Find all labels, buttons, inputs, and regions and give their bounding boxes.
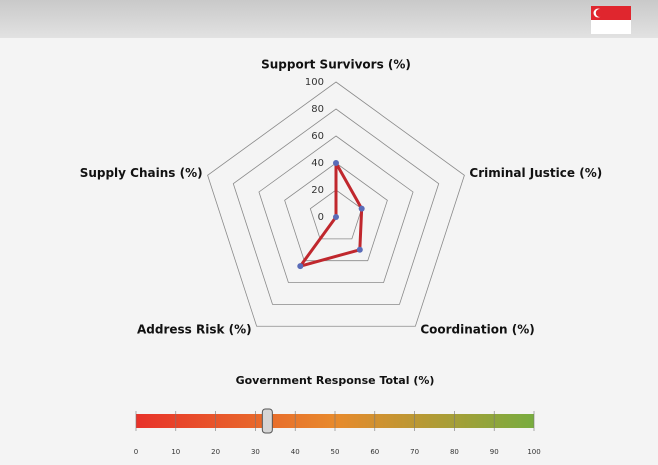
data-point [333,214,339,220]
data-point [333,160,339,166]
data-line [298,161,364,268]
gauge-marker [261,408,273,434]
gauge-tick-label: 100 [527,448,540,456]
data-point [356,246,363,253]
gauge-tick-label: 20 [211,448,220,456]
gauge-tick-label: 70 [410,448,419,456]
grid-ring [232,108,440,305]
radial-tick-label: 60 [311,131,324,142]
radial-tick-label: 40 [311,158,324,169]
data-point [297,263,304,270]
gauge-tick-label: 40 [291,448,300,456]
radial-tick-label: 80 [311,104,324,115]
radial-tick-label: 100 [305,77,324,88]
axis-label: Criminal Justice (%) [469,166,602,180]
flag [591,6,631,34]
gauge-tick-label: 50 [331,448,340,456]
grid-ring [284,162,388,262]
gauge-tick-label: 30 [251,448,260,456]
top-bar [0,0,658,38]
grid-ring [309,189,363,240]
axis-label: Address Risk (%) [137,323,252,337]
axis-label: Coordination (%) [420,323,534,337]
gauge-tick-label: 60 [370,448,379,456]
grid-ring [258,135,414,283]
axis-label: Support Survivors (%) [261,58,411,72]
radial-tick-label: 20 [311,185,324,196]
gauge-tick-label: 10 [171,448,180,456]
gauge-tick-label: 0 [134,448,138,456]
gauge-title: Government Response Total (%) [236,374,435,387]
radial-tick-label: 0 [318,212,324,223]
data-point [358,205,365,212]
gauge-tick-label: 80 [450,448,459,456]
gauge: Government Response Total (%) 0 10 20 30 40 50… [134,374,541,456]
axis-label: Supply Chains (%) [80,166,203,180]
radar-chart: 0 20 40 60 80 100 Support Survivors (%) Crimina… [80,58,603,337]
grid-ring [207,81,465,327]
gauge-tick-label: 90 [490,448,499,456]
